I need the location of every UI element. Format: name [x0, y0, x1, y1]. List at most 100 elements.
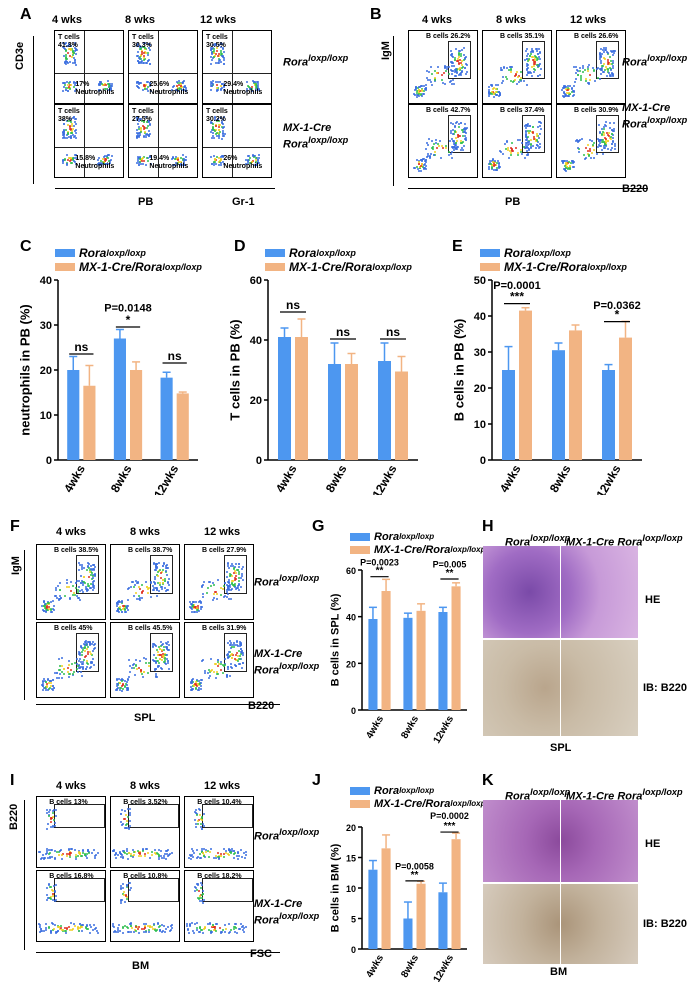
flow-event-dot — [149, 124, 152, 127]
flow-event-dot — [465, 63, 468, 66]
flow-event-dot — [63, 83, 66, 86]
flow-event-dot — [119, 687, 122, 690]
flow-event-dot — [196, 897, 199, 900]
flow-event-dot — [604, 144, 607, 147]
flow-event-dot — [78, 658, 81, 661]
flow-event-dot — [85, 924, 88, 927]
flow-event-dot — [424, 83, 427, 86]
flow-event-dot — [455, 60, 458, 63]
flow-event-dot — [223, 59, 226, 62]
flow-event-dot — [39, 923, 42, 926]
flow-event-dot — [167, 648, 170, 651]
flow-event-dot — [578, 66, 581, 69]
flow-event-dot — [566, 92, 569, 95]
flow-event-dot — [201, 848, 204, 851]
flow-event-dot — [222, 671, 225, 674]
flow-event-dot — [78, 853, 81, 856]
flow-event-dot — [424, 88, 427, 91]
flow-event-dot — [165, 566, 168, 569]
flow-event-dot — [144, 927, 147, 930]
flow-event-dot — [609, 137, 612, 140]
flow-event-dot — [611, 72, 613, 75]
flow-event-dot — [209, 46, 212, 49]
legend-entry: MX-1-Cre/Rora loxp/loxp — [55, 260, 202, 274]
flow-event-dot — [126, 607, 129, 610]
flow-event-dot — [200, 605, 203, 608]
flow-plot-a: T cells 30.2% 26% Neutrophils — [202, 104, 272, 178]
flow-event-dot — [71, 61, 74, 64]
flow-event-dot — [566, 85, 569, 88]
legend-c: Rora loxp/loxp MX-1-Cre/Rora loxp/loxp — [55, 246, 202, 274]
flow-event-dot — [602, 125, 605, 128]
flow-event-dot — [497, 162, 500, 165]
flow-event-dot — [526, 70, 529, 73]
flow-event-dot — [117, 926, 120, 929]
flow-event-dot — [495, 162, 498, 165]
flow-event-dot — [230, 562, 233, 565]
flow-event-dot — [606, 70, 609, 73]
flow-event-dot — [162, 568, 165, 571]
flow-event-dot — [507, 149, 510, 152]
flow-stat-line: 30.2% — [206, 116, 226, 123]
flow-event-dot — [125, 823, 128, 826]
flow-event-dot — [213, 130, 216, 133]
flow-event-dot — [84, 640, 87, 643]
flow-event-dot — [426, 154, 429, 157]
flow-event-dot — [101, 84, 104, 87]
flow-event-dot — [217, 55, 220, 58]
flow-event-dot — [454, 124, 457, 127]
flow-event-dot — [496, 84, 499, 87]
p-value-label: P=0.0023 — [360, 557, 399, 567]
flow-event-dot — [223, 56, 226, 59]
y-tick-label: 0 — [480, 455, 486, 467]
flow-event-dot — [139, 46, 142, 49]
flow-event-dot — [257, 154, 260, 157]
flow-event-dot — [130, 922, 133, 925]
flow-event-dot — [590, 140, 593, 143]
flow-event-dot — [526, 67, 529, 70]
flow-event-dot — [55, 588, 58, 591]
flow-event-dot — [44, 606, 47, 609]
flow-plot-f: B cells 38.5% — [36, 544, 106, 620]
flow-event-dot — [107, 88, 110, 91]
flow-event-dot — [564, 159, 567, 162]
flow-event-dot — [228, 587, 231, 590]
flow-event-dot — [162, 648, 165, 651]
flow-event-dot — [534, 54, 537, 57]
flow-event-dot — [510, 69, 513, 72]
flow-event-dot — [424, 147, 427, 150]
flow-event-dot — [58, 597, 61, 600]
flow-event-dot — [464, 137, 467, 140]
flow-event-dot — [423, 163, 426, 166]
flow-bcell-stat: B cells 18.2% — [197, 873, 242, 880]
flow-event-dot — [421, 160, 424, 163]
flow-event-dot — [49, 809, 52, 812]
flow-event-dot — [415, 91, 418, 94]
flow-event-dot — [192, 684, 195, 687]
flow-event-dot — [450, 68, 453, 71]
flow-event-dot — [214, 161, 217, 164]
flow-event-dot — [47, 609, 50, 612]
flow-event-dot — [538, 142, 541, 145]
flow-event-dot — [209, 851, 211, 854]
flow-event-dot — [223, 63, 226, 66]
flow-event-dot — [242, 926, 245, 929]
flow-event-dot — [462, 135, 465, 138]
flow-event-dot — [417, 93, 420, 96]
flow-event-dot — [218, 163, 221, 166]
flow-event-dot — [147, 929, 150, 932]
flow-panel-b: B cells 26.2% B cells 35.1% B cells 26.6% B… — [0, 0, 688, 178]
flow-event-dot — [229, 665, 232, 668]
flow-event-dot — [214, 128, 217, 131]
flow-event-dot — [119, 688, 122, 691]
flow-event-dot — [228, 850, 231, 853]
flow-event-dot — [195, 928, 198, 931]
flow-event-dot — [526, 64, 529, 67]
flow-event-dot — [139, 44, 142, 47]
legend-entry: MX-1-Cre/Rora loxp/loxp — [350, 797, 486, 810]
flow-event-dot — [236, 641, 239, 644]
flow-event-dot — [513, 80, 516, 83]
flow-event-dot — [43, 678, 46, 681]
x-tick-label: 4wks — [497, 462, 524, 495]
bar-control — [368, 869, 378, 949]
